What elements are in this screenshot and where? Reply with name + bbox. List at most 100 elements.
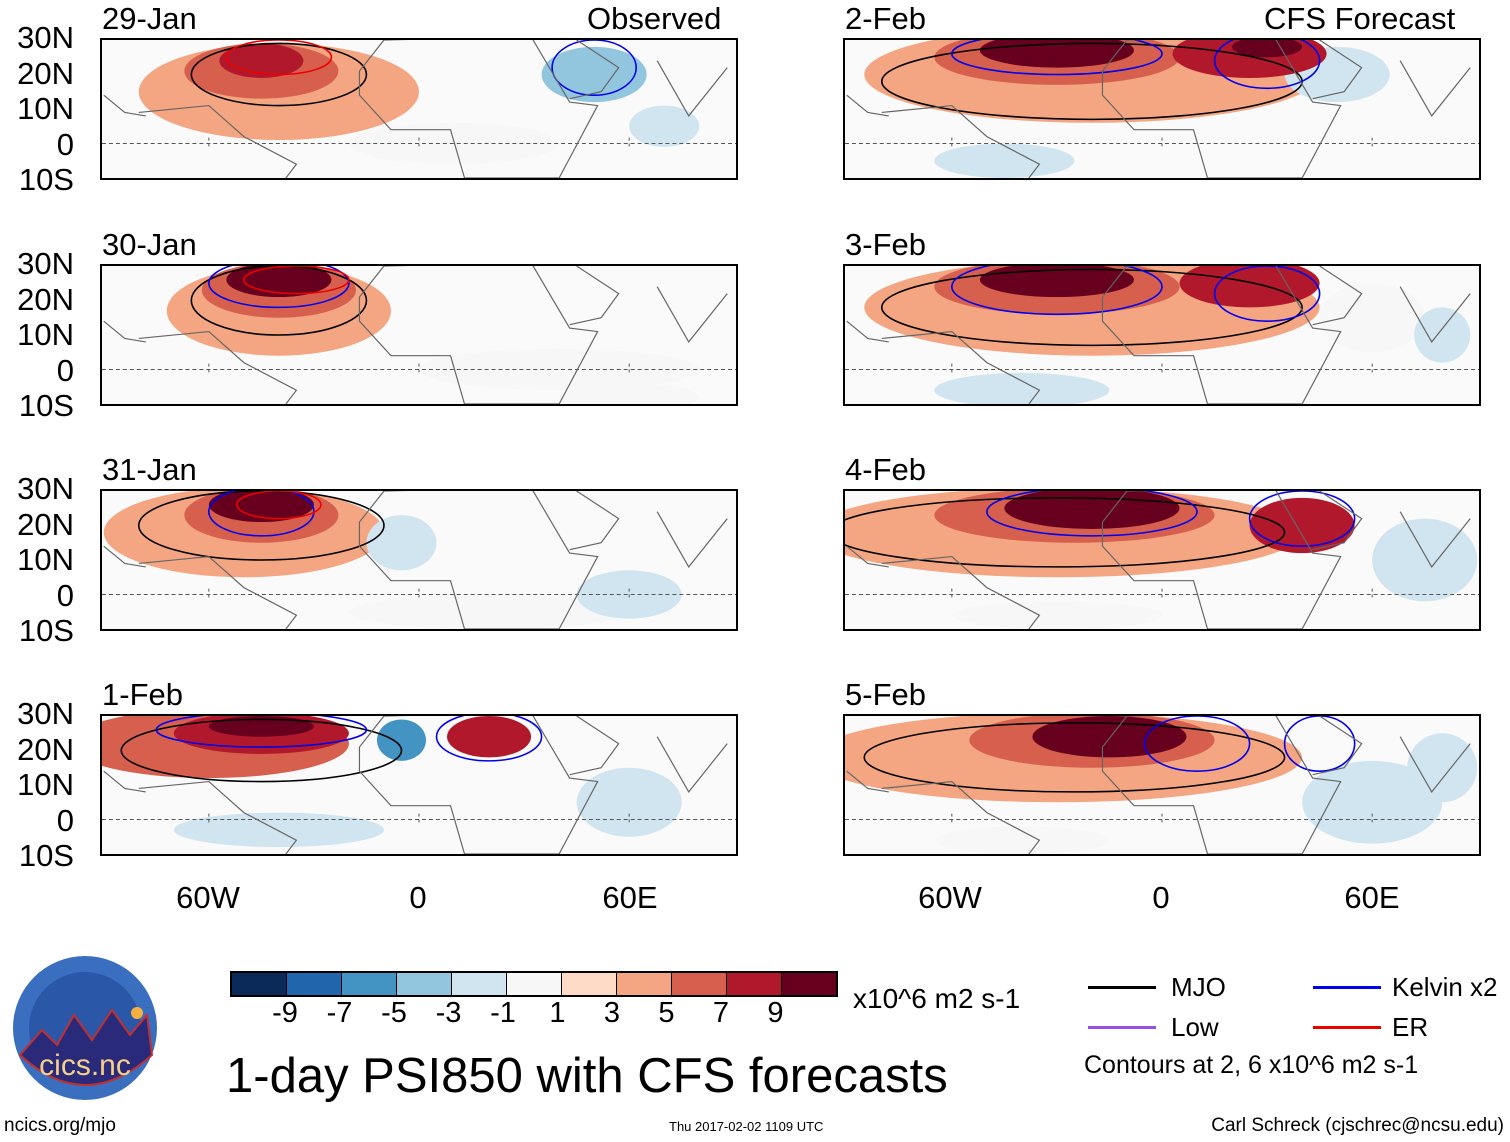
figure-title: 1-day PSI850 with CFS forecasts (226, 1049, 948, 1103)
lat-label: 10N (17, 91, 74, 126)
coastline (846, 266, 1471, 404)
panel-date: 2-Feb (845, 1, 926, 36)
colorbar (230, 971, 838, 997)
colorbar-swatch (397, 973, 452, 995)
colorbar-swatch (672, 973, 727, 995)
anomaly-region (1372, 518, 1478, 602)
er-contour (243, 266, 350, 295)
lon-label-0: 0 (409, 880, 427, 915)
legend-low-line (1088, 1026, 1156, 1029)
lat-label: 30N (17, 246, 74, 281)
lat-label: 0 (56, 352, 74, 388)
colorbar-tick: 5 (658, 997, 675, 1029)
legend-low: Low (1171, 1012, 1219, 1042)
map-panel (843, 38, 1481, 180)
lon-label-0: 0 (1152, 880, 1170, 915)
kelvin-contour (1283, 716, 1356, 772)
anomaly-region (348, 594, 630, 629)
colorbar-tick: 3 (603, 997, 621, 1029)
anomaly-region (376, 719, 427, 761)
mjo-contour (120, 718, 403, 783)
colorbar-tick: 9 (767, 997, 784, 1029)
anomaly-region (1407, 733, 1478, 803)
lon-label-60w: 60W (176, 880, 240, 915)
anomaly-region (419, 348, 700, 391)
panel-date: 5-Feb (845, 677, 926, 712)
lat-label: 10S (18, 388, 74, 423)
lon-label-60w: 60W (918, 880, 982, 915)
legend-kelvin-line (1313, 986, 1381, 989)
anomaly-region (1032, 716, 1187, 758)
anomaly-region (576, 767, 682, 837)
lat-label: 10N (17, 542, 74, 577)
colorbar-swatch (562, 973, 617, 995)
kelvin-contour (951, 266, 1163, 316)
er-contour (236, 491, 322, 520)
anomaly-region (1249, 497, 1355, 554)
lat-label: 20N (17, 506, 74, 542)
panel-date: 1-Feb (102, 677, 183, 712)
coastline (846, 491, 1471, 629)
observed-header: Observed (587, 1, 722, 36)
colorbar-tick: 7 (712, 997, 730, 1029)
anomaly-region (208, 716, 314, 737)
map-panel (843, 264, 1481, 406)
lat-label: 10S (18, 162, 74, 197)
legend-er-line (1313, 1026, 1381, 1029)
panel-date: 30-Jan (102, 227, 197, 262)
panel-date: 31-Jan (102, 452, 197, 487)
anomaly-region (979, 40, 1134, 68)
coastline (103, 491, 728, 629)
colorbar-tick: -9 (272, 997, 298, 1029)
kelvin-contour (155, 716, 368, 748)
colorbar-tick: -7 (326, 997, 353, 1029)
coastline (103, 266, 728, 404)
anomaly-region (1414, 307, 1471, 363)
map-panel (100, 714, 738, 856)
map-panel (843, 489, 1481, 631)
map-panel (843, 714, 1481, 856)
kelvin-contour (1213, 40, 1321, 90)
map-panel (100, 489, 738, 631)
lon-label-60e: 60E (1344, 880, 1400, 915)
kelvin-contour (435, 716, 543, 762)
colorbar-swatch (287, 973, 342, 995)
svg-text:cics.nc: cics.nc (39, 1049, 131, 1082)
mjo-contour (190, 266, 368, 336)
colorbar-swatch (232, 973, 287, 995)
kelvin-contour (1213, 266, 1321, 322)
kelvin-contour (986, 491, 1198, 537)
colorbar-tick: -5 (381, 997, 407, 1029)
colorbar-swatch (727, 973, 782, 995)
colorbar-units: x10^6 m2 s-1 (853, 983, 1021, 1014)
anomaly-region (951, 601, 1162, 629)
coastline (103, 716, 728, 854)
cics-logo: cics.nc (13, 956, 157, 1100)
legend-mjo: MJO (1171, 972, 1226, 1002)
contour-note: Contours at 2, 6 x10^6 m2 s-1 (1084, 1051, 1419, 1079)
lat-label: 10N (17, 317, 74, 352)
footer-url[interactable]: ncics.org/mjo (4, 1115, 116, 1136)
coastline (846, 716, 1471, 854)
anomaly-region (934, 143, 1075, 178)
colorbar-swatch (507, 973, 562, 995)
map-panel (100, 264, 738, 406)
mjo-contour (863, 722, 1286, 793)
lat-label: 0 (56, 577, 74, 613)
lat-label: 30N (17, 20, 74, 55)
forecast-header: CFS Forecast (1264, 1, 1456, 36)
lat-label: 20N (17, 55, 74, 91)
lon-label-60e: 60E (602, 880, 658, 915)
anomaly-region (1232, 40, 1303, 58)
anomaly-region (208, 491, 314, 523)
legend-mjo-line (1088, 986, 1156, 989)
kelvin-contour (551, 40, 637, 96)
lat-label: 30N (17, 471, 74, 506)
map-panel (100, 38, 738, 180)
coastline (846, 40, 1471, 178)
kelvin-contour (1248, 491, 1356, 547)
anomaly-region (934, 826, 1110, 854)
coastline (103, 40, 728, 178)
lat-label: 20N (17, 281, 74, 317)
mjo-contour (845, 497, 1286, 568)
